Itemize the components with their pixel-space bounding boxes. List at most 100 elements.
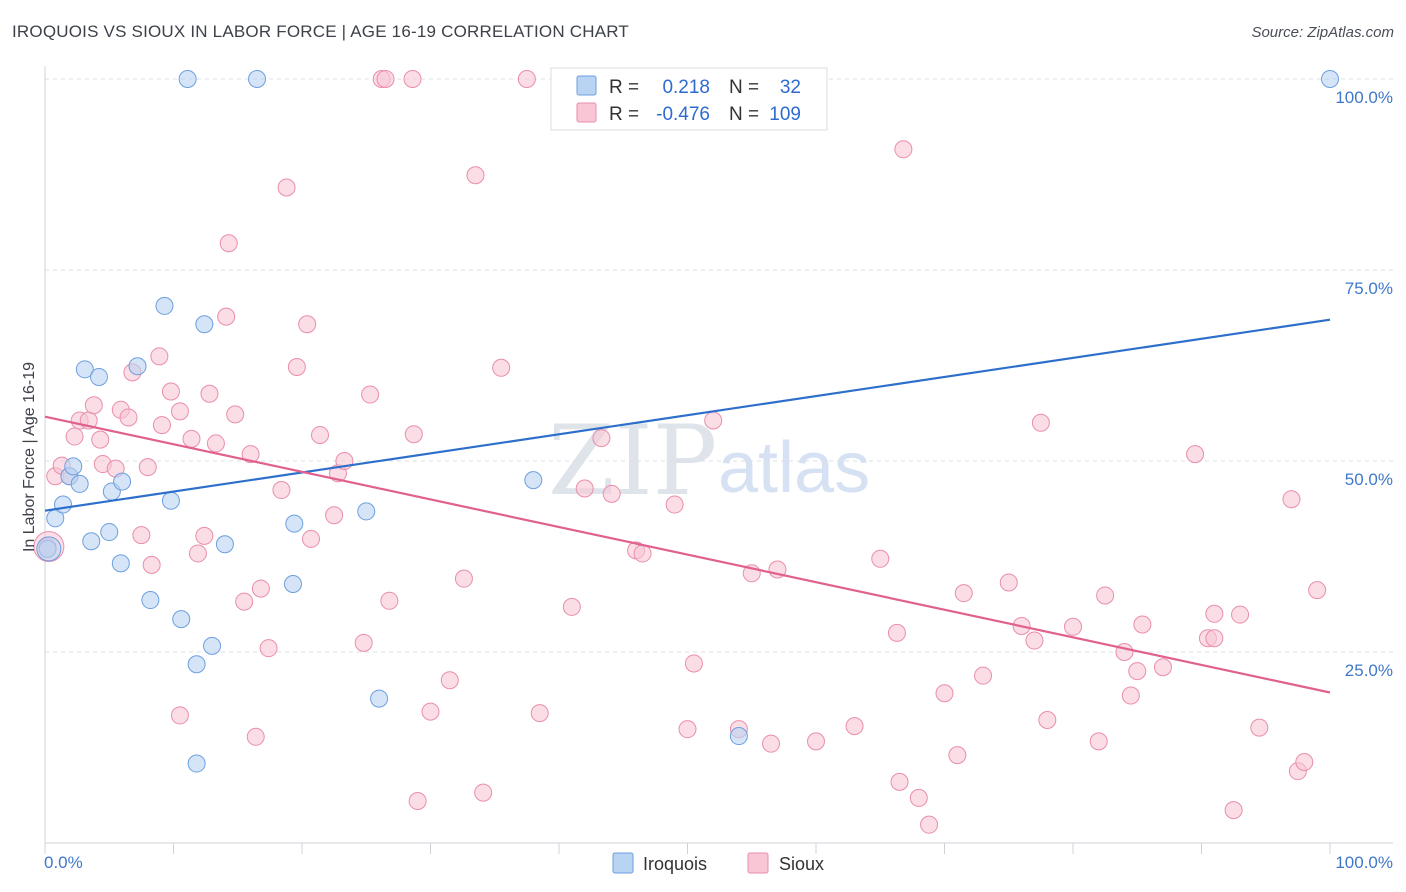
axes	[44, 66, 1393, 854]
sioux-point	[454, 569, 473, 588]
iroquois-point	[141, 591, 160, 610]
iroquois-point	[187, 754, 206, 773]
sioux-point	[170, 402, 189, 421]
sioux-point	[161, 382, 180, 401]
sioux-point	[562, 597, 581, 616]
sioux-point	[272, 481, 291, 500]
iroquois-point	[161, 491, 180, 510]
sioux-point	[217, 307, 236, 326]
iroquois-point	[128, 357, 147, 376]
watermark-atlas: atlas	[718, 428, 870, 508]
iroquois-point	[82, 532, 101, 551]
sioux-point	[974, 666, 993, 685]
sioux-point	[466, 166, 485, 185]
legend-n-value-iroquois: 32	[780, 77, 801, 98]
iroquois-point	[1321, 70, 1339, 88]
sioux-point	[954, 584, 973, 603]
y-tick-labels: 25.0% 50.0% 75.0% 100.0%	[1335, 88, 1393, 680]
sioux-point	[1038, 710, 1057, 729]
sioux-point	[84, 396, 103, 415]
sioux-point	[1064, 617, 1082, 636]
sioux-point	[206, 434, 225, 453]
sioux-point	[1186, 445, 1205, 464]
iroquois-points	[36, 70, 1339, 773]
sioux-point	[246, 727, 265, 746]
sioux-point	[132, 526, 151, 545]
series-legend: Iroquois Sioux	[612, 852, 824, 874]
stats-legend: R = 0.218 N = 32 R = -0.476 N = 109	[550, 67, 828, 131]
iroquois-point	[187, 655, 206, 674]
sioux-point	[684, 654, 703, 673]
iroquois-point	[215, 535, 234, 554]
sioux-point	[440, 671, 459, 690]
iroquois-point	[100, 523, 119, 542]
iroquois-point	[729, 727, 748, 746]
sioux-point	[226, 405, 245, 424]
sioux-point	[150, 347, 169, 366]
sioux-point	[188, 544, 207, 563]
sioux-point	[602, 484, 621, 503]
sioux-point	[1133, 615, 1152, 634]
iroquois-point	[178, 70, 197, 88]
sioux-point	[517, 70, 536, 88]
sioux-point	[890, 772, 909, 791]
sioux-point	[1128, 662, 1147, 681]
legend-n-label-iroquois: N =	[729, 77, 759, 98]
legend-r-value-iroquois: 0.218	[662, 77, 710, 98]
iroquois-point	[111, 554, 130, 573]
sioux-point	[1025, 631, 1044, 650]
sioux-point	[762, 734, 781, 753]
sioux-point	[948, 746, 967, 765]
bottom-legend-sioux: Sioux	[779, 854, 824, 874]
sioux-point	[1205, 629, 1224, 648]
iroquois-point	[285, 514, 304, 533]
legend-n-value-sioux: 109	[769, 104, 801, 125]
sioux-point	[845, 717, 864, 736]
x-tick-min: 0.0%	[44, 853, 83, 872]
sioux-point	[1121, 686, 1140, 705]
sioux-point	[1282, 490, 1301, 509]
sioux-point	[376, 70, 395, 88]
sioux-point	[1250, 718, 1269, 737]
legend-swatch-iroquois	[576, 75, 597, 96]
iroquois-point	[203, 636, 222, 655]
sioux-point	[251, 579, 270, 598]
sioux-point	[65, 427, 84, 446]
sioux-point	[259, 639, 278, 658]
sioux-point	[138, 458, 157, 477]
bottom-legend-swatch-sioux	[747, 852, 769, 874]
sioux-point	[235, 592, 254, 611]
sioux-point	[1308, 581, 1327, 600]
sioux-point	[1153, 658, 1172, 677]
sioux-point	[1231, 605, 1250, 624]
sioux-point	[404, 425, 423, 444]
y-tick-label-50: 50.0%	[1345, 470, 1393, 489]
sioux-point	[301, 529, 320, 548]
iroquois-point	[357, 502, 376, 521]
gridlines	[45, 78, 1393, 653]
sioux-point	[474, 783, 493, 802]
iroquois-point	[524, 471, 543, 490]
sioux-point	[492, 358, 511, 377]
sioux-point	[935, 684, 954, 703]
sioux-point	[1031, 413, 1050, 432]
sioux-point	[999, 573, 1018, 592]
sioux-point	[408, 791, 427, 810]
sioux-point	[887, 623, 906, 642]
iroquois-point	[195, 315, 214, 334]
sioux-point	[119, 408, 138, 427]
sioux-point	[909, 788, 928, 807]
sioux-point	[665, 495, 684, 514]
y-tick-label-25: 25.0%	[1345, 661, 1393, 680]
iroquois-point	[53, 495, 72, 514]
sioux-point	[310, 426, 329, 445]
legend-n-label-sioux: N =	[729, 104, 759, 125]
sioux-point	[195, 526, 214, 545]
legend-r-label-iroquois: R =	[609, 77, 639, 98]
sioux-point	[200, 384, 219, 403]
bottom-legend-swatch-iroquois	[612, 852, 634, 874]
sioux-point	[871, 549, 890, 568]
iroquois-point	[113, 472, 132, 491]
sioux-point	[91, 430, 110, 449]
